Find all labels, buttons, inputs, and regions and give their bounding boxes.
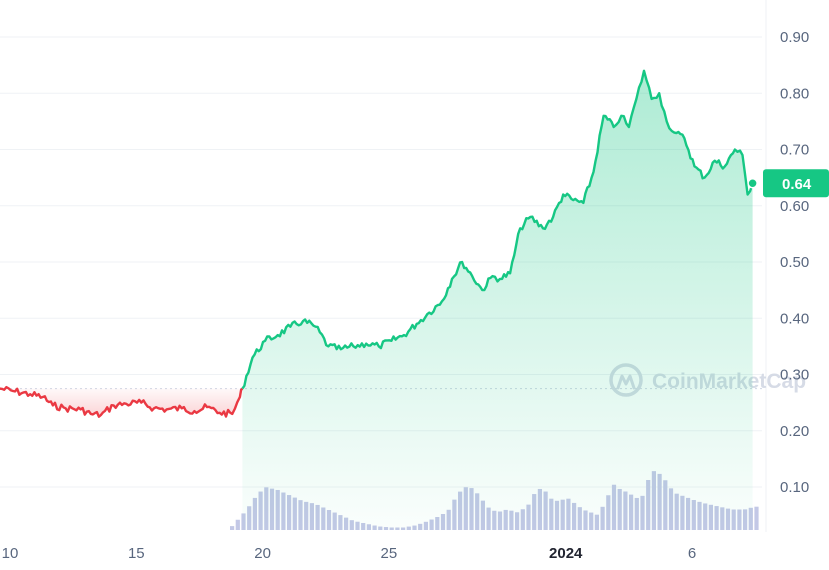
volume-bar [235, 519, 240, 530]
y-tick-label: 0.60 [780, 198, 809, 215]
y-tick-label: 0.50 [780, 254, 809, 271]
volume-bar [754, 506, 759, 530]
x-tick-label: 6 [688, 545, 696, 562]
y-tick-label: 0.90 [780, 29, 809, 46]
price-line-down [0, 385, 244, 418]
y-tick-label: 0.30 [780, 367, 809, 384]
current-price-dot [747, 178, 758, 189]
price-series [0, 69, 762, 531]
x-axis: 10 15 20 25 2024 6 [2, 545, 697, 562]
y-tick-label: 0.40 [780, 310, 809, 327]
x-tick-label: 2024 [549, 545, 583, 562]
current-price-badge: 0.64 [747, 169, 829, 198]
price-line-up [241, 69, 754, 390]
volume-bar [230, 526, 235, 530]
x-tick-label: 15 [128, 545, 145, 562]
up-area [242, 70, 753, 531]
current-price-badge-bg [763, 169, 829, 198]
y-tick-label: 0.20 [780, 423, 809, 440]
y-tick-label: 0.80 [780, 85, 809, 102]
x-tick-label: 25 [381, 545, 398, 562]
y-axis: 0.90 0.80 0.70 0.60 0.50 0.40 0.30 0.20 0.10 [780, 29, 809, 496]
y-tick-label: 0.10 [780, 479, 809, 496]
x-tick-label: 20 [254, 545, 271, 562]
down-area [0, 387, 243, 417]
x-tick-label: 10 [2, 545, 19, 562]
current-price-label: 0.64 [782, 176, 812, 193]
y-tick-label: 0.70 [780, 142, 809, 159]
